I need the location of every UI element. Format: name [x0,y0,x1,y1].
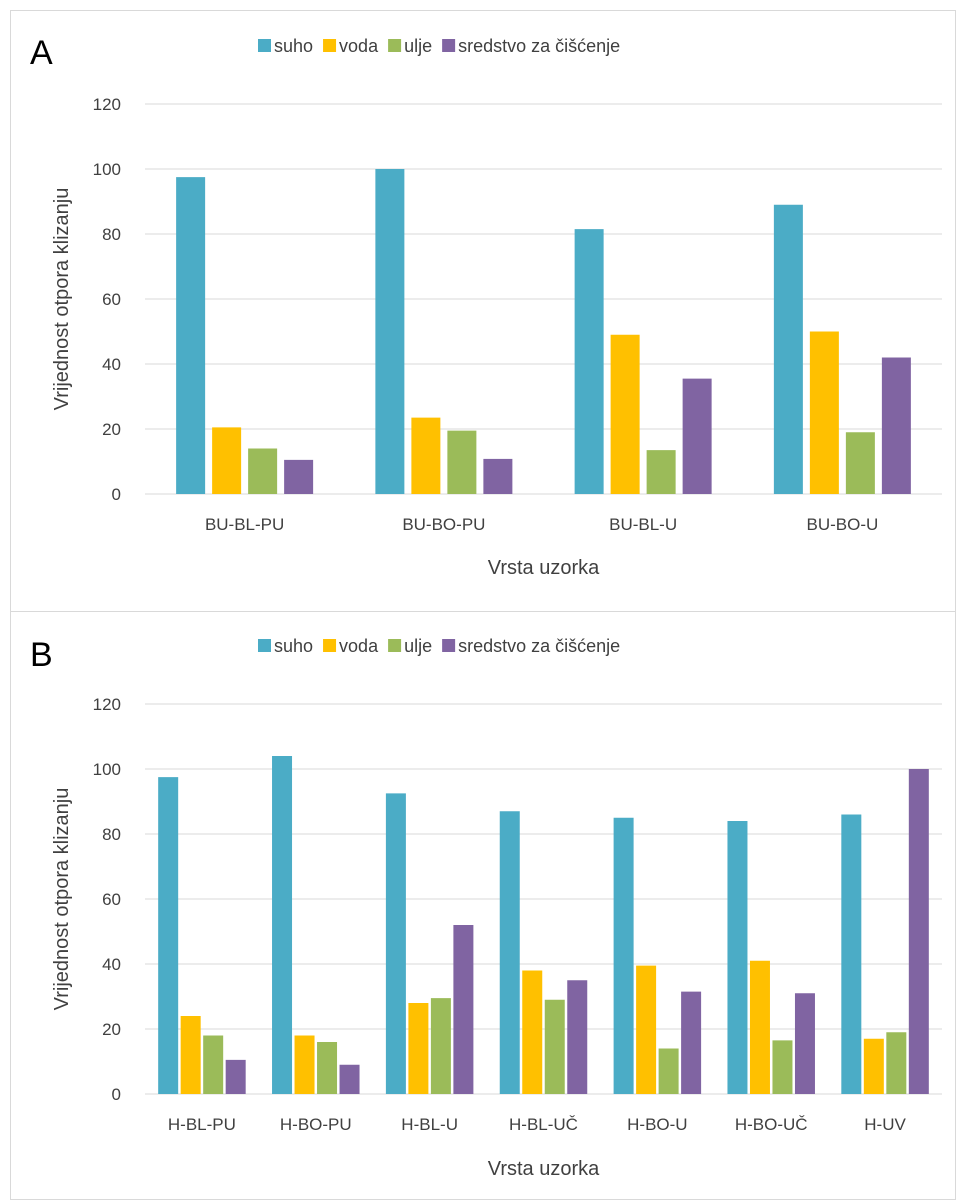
y-tick-label: 120 [93,95,121,114]
legend-swatch-ulje [388,39,402,52]
bar-sredstvo-za-i-enje-bu-bo-u [881,357,911,494]
bar-suho-h-uv [841,814,862,1094]
bar-suho-h-bo-u [727,821,748,1094]
y-tick-label: 40 [102,355,121,374]
bar-suho-h-bl-pu [158,777,179,1094]
legend-swatch-suho [258,639,271,652]
legend-label-voda: voda [339,36,379,56]
bar-sredstvo-za-i-enje-bu-bl-u [682,378,712,494]
y-axis-title: Vrijednost otpora klizanju [51,188,73,411]
bar-sredstvo-za-i-enje-h-bl-pu [225,1059,246,1094]
x-axis-title: Vrsta uzorka [488,557,600,579]
bar-voda-h-bo-pu [294,1035,315,1094]
y-tick-label: 100 [93,160,121,179]
legend-label-ulje: ulje [404,636,432,656]
x-tick-label: H-BO-U [627,1115,687,1134]
y-tick-label: 0 [112,485,121,504]
x-tick-label: H-BL-PU [168,1115,236,1134]
bar-sredstvo-za-i-enje-h-bl-u [567,980,588,1094]
y-tick-label: 60 [102,890,121,909]
x-tick-label: BU-BO-U [806,515,878,534]
x-tick-label: H-BL-U [401,1115,458,1134]
bar-sredstvo-za-i-enje-bu-bl-pu [284,459,314,494]
bar-voda-bu-bo-pu [411,417,441,494]
bar-suho-bu-bo-u [773,204,803,494]
panel-label: A [30,34,53,72]
legend-swatch-sredstvo-za-i-enje [442,39,456,52]
y-tick-label: 100 [93,760,121,779]
bar-ulje-h-bo-u [772,1040,793,1094]
bar-sredstvo-za-i-enje-h-bo-pu [339,1064,360,1094]
bar-suho-bu-bl-pu [176,177,206,494]
y-axis-title: Vrijednost otpora klizanju [51,788,73,1011]
x-tick-label: H-BO-UČ [735,1115,808,1134]
y-tick-label: 80 [102,225,121,244]
bar-suho-h-bo-pu [272,756,293,1094]
bar-ulje-bu-bl-u [646,450,676,494]
legend-swatch-sredstvo-za-i-enje [442,639,456,652]
legend-label-suho: suho [274,636,313,656]
bar-ulje-h-bl-u [430,998,451,1094]
bar-ulje-h-bo-u [658,1048,679,1094]
bar-voda-h-bo-u [636,965,657,1094]
bar-ulje-h-bl-u [544,999,565,1094]
legend-swatch-voda [323,639,337,652]
bar-voda-h-bl-pu [180,1016,201,1094]
x-tick-label: H-BO-PU [280,1115,352,1134]
bar-sredstvo-za-i-enje-h-bo-u [681,991,702,1094]
legend-swatch-ulje [388,639,402,652]
legend-swatch-suho [258,39,271,52]
y-tick-label: 80 [102,825,121,844]
bar-voda-h-bl-u [522,970,543,1094]
x-axis-title: Vrsta uzorka [488,1158,600,1180]
bar-voda-bu-bo-u [809,331,839,494]
bar-sredstvo-za-i-enje-bu-bo-pu [483,458,513,494]
bar-ulje-bu-bo-u [845,432,875,494]
bar-voda-h-uv [863,1038,884,1094]
bar-suho-bu-bl-u [574,229,604,494]
bar-suho-bu-bo-pu [375,169,405,494]
bar-sredstvo-za-i-enje-h-bo-u [794,993,815,1094]
x-tick-label: BU-BO-PU [402,515,485,534]
y-tick-label: 120 [93,695,121,714]
bar-suho-h-bo-u [613,817,634,1094]
y-tick-label: 20 [102,420,121,439]
bar-ulje-bu-bl-pu [248,448,278,494]
y-tick-label: 40 [102,955,121,974]
legend-label-suho: suho [274,36,313,56]
bar-voda-h-bl-u [408,1003,429,1094]
panel-label: B [30,636,53,674]
panel-a-chart: A 0 20 40 60 80 100 120 BU-BL-PU BU-BO-PU BU-BL-U B… [30,34,942,579]
bar-suho-h-bl-u [499,811,520,1094]
panel-b-chart: B 0 20 40 60 80 100 120 H-BL-PU H-BO-PU H-BL-U H-BL… [30,636,942,1180]
x-tick-label: BU-BL-U [609,515,677,534]
bar-ulje-h-uv [886,1032,907,1094]
y-tick-label: 20 [102,1020,121,1039]
bar-voda-h-bo-u [749,960,770,1094]
x-tick-label: H-BL-UČ [509,1115,578,1134]
legend-label-sredstvo-za-i-enje: sredstvo za čišćenje [458,636,620,656]
legend-label-ulje: ulje [404,36,432,56]
bar-sredstvo-za-i-enje-h-uv [908,769,929,1094]
legend-swatch-voda [323,39,337,52]
bar-ulje-h-bo-pu [317,1042,338,1094]
x-tick-label: BU-BL-PU [205,515,284,534]
panel-b-frame [10,611,956,1200]
legend-label-sredstvo-za-i-enje: sredstvo za čišćenje [458,36,620,56]
bar-voda-bu-bl-u [610,334,640,494]
bar-suho-h-bl-u [385,793,406,1094]
bar-ulje-bu-bo-pu [447,430,477,494]
x-tick-label: H-UV [864,1115,906,1134]
bar-ulje-h-bl-pu [203,1035,224,1094]
y-tick-label: 0 [112,1085,121,1104]
y-tick-label: 60 [102,290,121,309]
bar-voda-bu-bl-pu [212,427,242,494]
bar-sredstvo-za-i-enje-h-bl-u [453,925,474,1094]
legend-label-voda: voda [339,636,379,656]
